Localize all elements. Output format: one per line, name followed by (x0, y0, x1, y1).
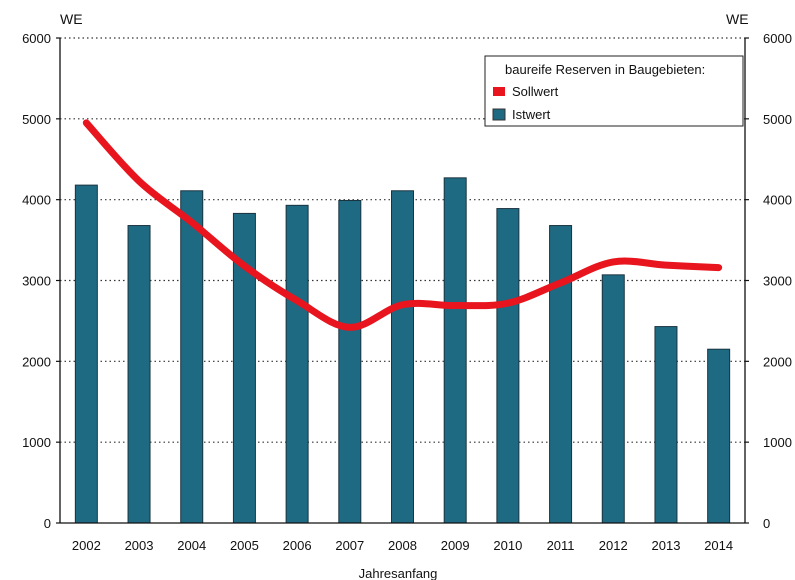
y-tick-label-right: 5000 (763, 112, 792, 127)
y-tick-label-left: 6000 (22, 31, 51, 46)
x-tick-label-2005: 2005 (230, 538, 259, 553)
y-tick-labels-left: 0 1000 2000 3000 4000 5000 6000 (22, 31, 51, 531)
bar-2003 (127, 225, 151, 524)
y-tick-label-right: 6000 (763, 31, 792, 46)
x-tick-label-2009: 2009 (441, 538, 470, 553)
legend-title: baureife Reserven in Baugebieten: (505, 62, 705, 77)
x-tick-label-2006: 2006 (283, 538, 312, 553)
bar-2013 (654, 326, 678, 524)
y-tick-label-right: 0 (763, 516, 770, 531)
y-tick-label-left: 5000 (22, 112, 51, 127)
x-tick-label-2004: 2004 (177, 538, 206, 553)
bar-2012 (601, 274, 625, 524)
bar-2002 (74, 184, 98, 524)
x-tick-label-2002: 2002 (72, 538, 101, 553)
x-tick-labels: 2002 2003 2004 2005 2006 2007 2008 2009 2010 2011… (72, 538, 733, 553)
x-tick-label-2013: 2013 (652, 538, 681, 553)
bar-2008 (391, 190, 414, 524)
x-tick-label-2008: 2008 (388, 538, 417, 553)
axes (56, 37, 749, 524)
legend-label-istwert: Istwert (512, 107, 551, 122)
x-tick-label-2003: 2003 (125, 538, 154, 553)
y-tick-label-right: 3000 (763, 274, 792, 289)
y-tick-label-left: 2000 (22, 354, 51, 369)
x-tick-label-2011: 2011 (547, 538, 575, 553)
bar-2006 (285, 204, 309, 524)
x-tick-label-2010: 2010 (493, 538, 522, 553)
x-tick-label-2014: 2014 (704, 538, 733, 553)
bar-2009 (443, 177, 467, 524)
line-series-sollwert (82, 119, 723, 331)
bar-2011 (549, 225, 573, 524)
bar-2010 (496, 208, 520, 524)
bar-series-istwert (74, 177, 731, 524)
y-unit-right: WE (726, 11, 749, 27)
bar-2007 (338, 199, 362, 524)
y-tick-label-left: 3000 (22, 274, 51, 289)
bar-2014 (707, 348, 731, 524)
y-tick-label-right: 2000 (763, 354, 792, 369)
legend-swatch-sollwert (493, 87, 505, 96)
legend-swatch-istwert (492, 108, 506, 121)
legend: baureife Reserven in Baugebieten: Sollwe… (484, 55, 744, 127)
y-tick-label-right: 4000 (763, 193, 792, 208)
y-tick-label-left: 4000 (22, 193, 51, 208)
x-tick-label-2007: 2007 (335, 538, 364, 553)
y-unit-left: WE (60, 11, 83, 27)
y-tick-label-left: 1000 (22, 435, 51, 450)
x-axis-label: Jahresanfang (359, 566, 438, 580)
bar-2004 (180, 190, 204, 524)
y-tick-label-left: 0 (44, 516, 51, 531)
y-tick-labels-right: 0 1000 2000 3000 4000 5000 6000 (763, 31, 792, 531)
legend-label-sollwert: Sollwert (512, 84, 559, 99)
x-tick-label-2012: 2012 (599, 538, 628, 553)
legend-box (484, 55, 744, 127)
y-tick-label-right: 1000 (763, 435, 792, 450)
